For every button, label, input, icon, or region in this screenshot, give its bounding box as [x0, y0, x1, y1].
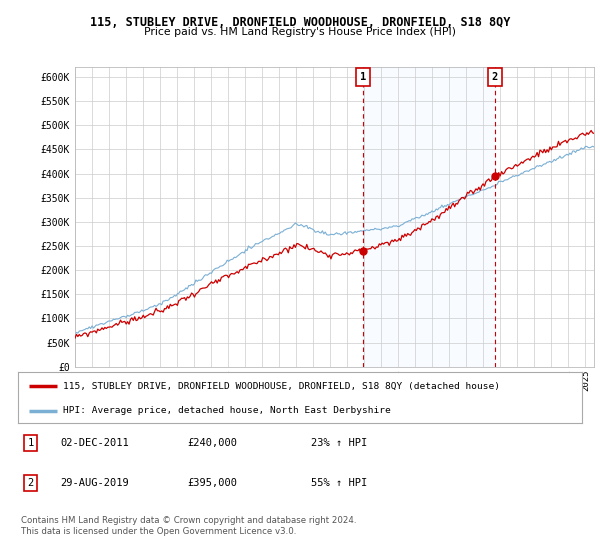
Text: Price paid vs. HM Land Registry's House Price Index (HPI): Price paid vs. HM Land Registry's House …: [144, 27, 456, 37]
Text: HPI: Average price, detached house, North East Derbyshire: HPI: Average price, detached house, Nort…: [63, 406, 391, 415]
Text: 02-DEC-2011: 02-DEC-2011: [60, 438, 129, 449]
Text: 1: 1: [360, 72, 366, 82]
Text: £395,000: £395,000: [187, 478, 237, 488]
Text: 1: 1: [27, 438, 34, 449]
Text: Contains HM Land Registry data © Crown copyright and database right 2024.
This d: Contains HM Land Registry data © Crown c…: [21, 516, 356, 536]
Text: 115, STUBLEY DRIVE, DRONFIELD WOODHOUSE, DRONFIELD, S18 8QY (detached house): 115, STUBLEY DRIVE, DRONFIELD WOODHOUSE,…: [63, 381, 500, 390]
Text: 23% ↑ HPI: 23% ↑ HPI: [311, 438, 368, 449]
Text: 2: 2: [27, 478, 34, 488]
Text: 55% ↑ HPI: 55% ↑ HPI: [311, 478, 368, 488]
Text: 115, STUBLEY DRIVE, DRONFIELD WOODHOUSE, DRONFIELD, S18 8QY: 115, STUBLEY DRIVE, DRONFIELD WOODHOUSE,…: [90, 16, 510, 29]
Bar: [363, 67, 495, 367]
Text: 29-AUG-2019: 29-AUG-2019: [60, 478, 129, 488]
Text: 2: 2: [491, 72, 498, 82]
Text: £240,000: £240,000: [187, 438, 237, 449]
